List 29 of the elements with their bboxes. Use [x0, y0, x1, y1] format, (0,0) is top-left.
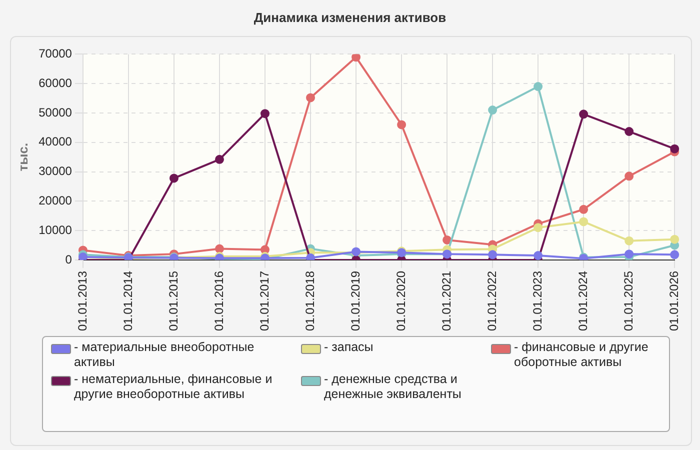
- legend-label: - денежные средства и денежные эквиваленты: [324, 372, 462, 402]
- legend-label: - финансовые и другие оборотные активы: [514, 340, 650, 370]
- y-tick-label: 10000: [38, 222, 72, 237]
- x-tick-label: 01.01.2021: [439, 270, 454, 332]
- x-tick-label: 01.01.2020: [394, 270, 408, 332]
- x-tick-label: 01.01.2019: [348, 270, 362, 332]
- x-tick-label: 01.01.2016: [212, 270, 226, 332]
- x-tick-label: 01.01.2018: [302, 270, 317, 332]
- x-tick-label: 01.01.2026: [666, 270, 681, 332]
- x-tick-label: 01.01.2017: [257, 270, 272, 332]
- y-tick-label: 60000: [38, 76, 72, 90]
- chart-title: Динамика изменения активов: [252, 10, 448, 25]
- legend-label: - нематериальные, финансовые и другие внеоборотные активы: [74, 372, 274, 402]
- y-tick-label: 40000: [38, 134, 72, 149]
- y-axis-title: тыс.: [15, 142, 30, 172]
- x-tick-label: 01.01.2013: [75, 270, 90, 332]
- y-tick-label: 0: [65, 252, 72, 266]
- legend-label: - запасы: [324, 340, 374, 355]
- x-tick-label: 01.01.2024: [576, 270, 590, 332]
- x-tick-label: 01.01.2025: [621, 270, 636, 332]
- y-tick-label: 70000: [38, 46, 72, 61]
- y-tick-label: 20000: [38, 193, 72, 208]
- x-tick-label: 01.01.2015: [166, 270, 180, 332]
- legend-label: - материальные внеоборотные активы: [74, 340, 256, 370]
- y-tick-label: 50000: [38, 105, 72, 120]
- x-tick-label: 01.01.2014: [120, 270, 135, 332]
- x-tick-label: 01.01.2022: [484, 270, 499, 332]
- x-tick-label: 01.01.2023: [530, 270, 544, 332]
- y-tick-label: 30000: [38, 164, 72, 178]
